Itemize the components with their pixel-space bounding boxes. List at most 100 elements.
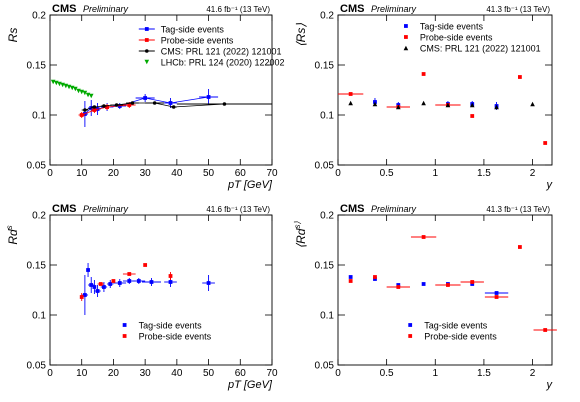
legend-entry: Probe-side events — [408, 332, 497, 342]
preliminary-label: Preliminary — [371, 204, 417, 214]
x-tick-label: 60 — [235, 168, 247, 179]
y-tick-label: 0.1 — [320, 311, 334, 322]
lumi-label: 41.6 fb⁻¹ (13 TeV) — [206, 205, 270, 214]
series-line — [81, 104, 130, 116]
y-axis-label: Rs — [6, 28, 20, 43]
series-0 — [81, 263, 215, 315]
data-point — [445, 102, 451, 108]
data-point — [470, 282, 475, 286]
legend-label: CMS: PRL 121 (2022) 121001 — [420, 44, 541, 54]
x-tick-label: 1 — [432, 168, 438, 179]
series-2 — [348, 100, 535, 110]
y-tick-label: 0.2 — [32, 211, 46, 222]
data-point — [143, 263, 148, 267]
legend-marker — [404, 35, 408, 39]
legend-label: CMS: PRL 121 (2022) 121001 — [161, 47, 282, 57]
chart-panel-1: 0 10 20 30 40 50 60 70 0.05 0.1 0.15 0.2 CMS Prelimin… — [6, 3, 285, 191]
y-tick-label: 0.2 — [320, 211, 334, 222]
x-axis-label: pT [GeV] — [227, 179, 273, 191]
chart-panel-2: 0 0.5 1 1.5 2 0.05 0.1 0.15 0.2 CMS Preliminary 41.… — [294, 3, 554, 191]
data-point — [98, 282, 103, 286]
cms-label: CMS — [340, 3, 364, 15]
series-1 — [348, 235, 557, 332]
data-point — [111, 279, 116, 283]
x-tick-label: 10 — [76, 368, 88, 379]
data-point — [421, 100, 426, 106]
data-point — [470, 114, 475, 118]
legend-entry: CMS: PRL 121 (2022) 121001 — [403, 44, 541, 54]
data-point — [83, 108, 87, 112]
legend-marker — [122, 334, 127, 338]
data-point — [117, 281, 122, 285]
legend-marker — [144, 27, 149, 31]
series-1 — [78, 102, 136, 118]
data-point — [348, 279, 353, 283]
data-point — [168, 101, 173, 105]
series-2 — [81, 101, 272, 112]
legend-entry: Tag-side events — [122, 321, 202, 331]
x-tick-label: 20 — [108, 368, 120, 379]
data-point — [446, 283, 450, 287]
data-point — [421, 282, 426, 286]
legend-marker — [145, 49, 149, 53]
data-point — [421, 72, 426, 76]
data-point — [348, 275, 353, 279]
x-tick-label: 60 — [235, 368, 247, 379]
chart-panel-3: 0 10 20 30 40 50 60 70 0.05 0.1 0.15 0.2 CMS Prelimin… — [5, 203, 278, 391]
y-tick-label: 0.05 — [315, 161, 335, 172]
data-point — [143, 96, 148, 100]
data-point — [373, 277, 377, 281]
legend-label: Tag-side events — [424, 321, 488, 331]
data-point — [494, 104, 499, 110]
y-axis-label: ⟨Rds⟩ — [293, 221, 308, 249]
cms-label: CMS — [52, 203, 76, 215]
legend-entry: CMS: PRL 121 (2022) 121001 — [138, 47, 282, 57]
x-tick-label: 1.5 — [477, 368, 491, 379]
x-tick-label: 50 — [203, 168, 215, 179]
data-point — [127, 103, 132, 107]
data-point — [92, 108, 97, 112]
chart-panel-4: 0 0.5 1 1.5 2 0.05 0.1 0.15 0.2 CMS Preliminary 41.… — [293, 203, 557, 391]
x-tick-label: 40 — [171, 368, 183, 379]
x-axis-label: pT [GeV] — [227, 379, 273, 391]
data-point — [421, 235, 426, 239]
x-tick-label: 70 — [266, 168, 278, 179]
y-tick-label: 0.05 — [27, 361, 47, 372]
data-point — [79, 113, 84, 117]
y-tick-label: 0.05 — [315, 361, 335, 372]
plot-frame — [337, 14, 553, 166]
x-tick-label: 0 — [335, 168, 341, 179]
data-point — [102, 285, 106, 289]
y-tick-label: 0.1 — [320, 111, 334, 122]
legend-label: LHCb: PRL 124 (2020) 122002 — [161, 58, 285, 68]
lumi-label: 41.3 fb⁻¹ (13 TeV) — [486, 205, 550, 214]
data-point — [518, 75, 522, 79]
data-point — [206, 281, 211, 285]
preliminary-label: Preliminary — [83, 4, 129, 14]
lumi-label: 41.3 fb⁻¹ (13 TeV) — [486, 5, 550, 14]
data-point — [127, 272, 132, 276]
y-tick-label: 0.15 — [315, 61, 335, 72]
data-point — [543, 328, 548, 332]
data-point — [373, 275, 377, 279]
y-tick-label: 0.15 — [27, 61, 47, 72]
data-point — [494, 291, 499, 295]
data-point — [396, 283, 401, 287]
preliminary-label: Preliminary — [371, 4, 417, 14]
cms-label: CMS — [52, 3, 76, 15]
legend-entry: Tag-side events — [138, 25, 224, 35]
legend-entry: Tag-side events — [408, 321, 488, 331]
x-tick-label: 50 — [203, 368, 215, 379]
y-axis-label: ⟨Rs⟩ — [294, 23, 308, 47]
legend-entry: Probe-side events — [404, 33, 493, 43]
data-point — [130, 101, 135, 105]
data-point — [92, 285, 97, 289]
legend-marker — [408, 323, 413, 327]
data-point — [171, 105, 176, 109]
x-tick-label: 0 — [47, 168, 53, 179]
data-point — [543, 141, 548, 145]
plot-frame — [49, 14, 273, 166]
x-axis-label: y — [546, 379, 554, 391]
data-point — [92, 105, 97, 109]
series-3 — [50, 79, 94, 99]
